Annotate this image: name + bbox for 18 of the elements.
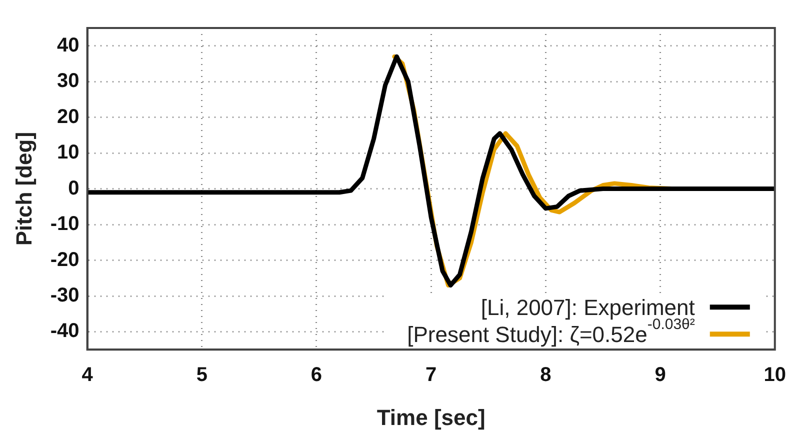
y-tick-label: 20	[57, 106, 80, 128]
x-tick-label: 8	[540, 364, 552, 386]
x-tick-label: 7	[426, 364, 437, 386]
x-tick-label: 5	[196, 364, 208, 386]
y-tick-label: -30	[50, 284, 80, 307]
x-axis-title: Time [sec]	[376, 404, 486, 430]
x-tick-label: 9	[654, 364, 666, 386]
y-tick-label: 10	[57, 142, 80, 164]
x-tick-label: 4	[82, 364, 94, 386]
y-tick-label: -20	[50, 248, 80, 271]
y-tick-label: 0	[68, 177, 80, 200]
y-tick-label: -10	[50, 213, 80, 236]
y-tick-label: 30	[57, 70, 80, 92]
y-tick-label: -40	[50, 320, 80, 342]
y-tick-label: 40	[57, 34, 80, 56]
x-tick-label: 6	[310, 364, 322, 386]
y-axis-title: Pitch [deg]	[11, 132, 36, 246]
x-tick-label: 10	[764, 364, 786, 386]
